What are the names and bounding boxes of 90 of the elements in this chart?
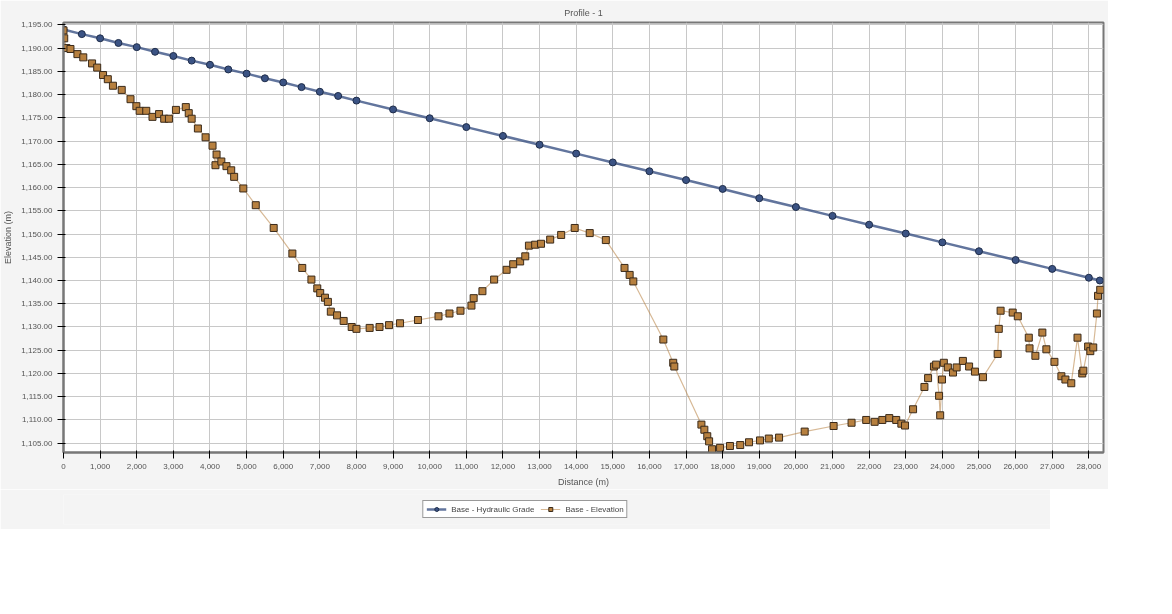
point: [901, 229, 910, 238]
y-tick-label: 1,195.00: [21, 20, 54, 30]
legend-label: Base - Hydraulic Grade: [451, 504, 535, 514]
legend-label: Base - Elevation: [565, 504, 624, 514]
y-tick-label: 1,105.00: [21, 438, 54, 448]
x-tick-label: 22,000: [856, 461, 882, 471]
x-tick-label: 10,000: [417, 461, 443, 471]
chart-title: Profile - 1: [564, 7, 603, 18]
point: [279, 78, 288, 87]
y-tick-label: 1,150.00: [21, 229, 54, 239]
point: [1011, 256, 1020, 265]
x-tick-label: 18,000: [710, 461, 736, 471]
point: [352, 96, 361, 105]
x-tick-label: 16,000: [637, 461, 663, 471]
point: [205, 60, 214, 69]
x-tick-label: 17,000: [673, 461, 699, 471]
x-tick-label: 7,000: [309, 461, 331, 471]
y-tick-label: 1,160.00: [21, 183, 54, 193]
point: [828, 211, 837, 220]
point: [389, 105, 398, 114]
point: [1048, 264, 1057, 273]
y-tick-label: 1,115.00: [21, 392, 54, 402]
x-tick-label: 20,000: [783, 461, 809, 471]
point: [718, 184, 727, 193]
point: [132, 43, 141, 52]
point: [114, 38, 123, 47]
point: [498, 131, 507, 140]
point: [187, 56, 196, 65]
x-tick-label: 9,000: [383, 461, 404, 471]
x-tick-label: 13,000: [527, 461, 553, 471]
y-tick-label: 1,185.00: [21, 66, 54, 76]
point: [1095, 276, 1104, 285]
y-tick-label: 1,135.00: [21, 299, 54, 309]
y-tick-label: 1,170.00: [21, 136, 54, 146]
x-tick-label: 5,000: [236, 461, 258, 471]
y-tick-label: 1,125.00: [21, 345, 54, 355]
point: [77, 30, 86, 39]
point: [682, 176, 691, 185]
point: [572, 149, 581, 158]
y-tick-label: 1,165.00: [21, 159, 54, 169]
point: [645, 167, 654, 176]
x-tick-label: 19,000: [747, 461, 773, 471]
point: [535, 140, 544, 149]
point: [96, 34, 105, 43]
point: [608, 158, 617, 167]
point: [865, 220, 874, 229]
x-tick-label: 6,000: [273, 461, 294, 471]
x-tick-label: 21,000: [820, 461, 846, 471]
x-tick-label: 12,000: [490, 461, 516, 471]
x-tick-label: 14,000: [563, 461, 589, 471]
x-tick-label: 2,000: [126, 461, 148, 471]
y-tick-label: 1,120.00: [21, 368, 54, 378]
y-tick-label: 1,190.00: [21, 43, 54, 53]
point: [151, 47, 160, 56]
point: [1084, 273, 1093, 282]
y-tick-label: 1,140.00: [21, 276, 54, 285]
x-tick-label: 26,000: [1003, 461, 1029, 471]
x-tick-label: 27,000: [1040, 461, 1066, 471]
point: [974, 247, 983, 256]
y-tick-label: 1,175.00: [21, 113, 54, 123]
x-tick-label: 23,000: [893, 461, 919, 471]
point: [755, 194, 764, 203]
point: [315, 87, 324, 96]
point: [425, 114, 434, 123]
point: [938, 238, 947, 247]
x-tick-label: 28,000: [1076, 461, 1102, 471]
point: [791, 203, 800, 212]
x-tick-label: 3,000: [163, 461, 184, 471]
y-tick-label: 1,180.00: [21, 90, 54, 100]
point: [260, 74, 269, 83]
point: [462, 123, 471, 132]
point: [297, 83, 306, 92]
x-axis-title: Distance (m): [558, 476, 610, 487]
point: [224, 65, 233, 74]
x-tick-label: 15,000: [600, 461, 626, 471]
y-tick-label: 1,130.00: [21, 322, 54, 332]
x-tick-label: 4,000: [199, 461, 221, 471]
x-tick-label: 0: [61, 461, 67, 471]
point: [334, 91, 343, 100]
y-axis-title: Elevation (m): [3, 210, 14, 265]
y-tick-label: 1,155.00: [21, 206, 54, 216]
point: [169, 51, 178, 60]
y-tick-label: 1,110.00: [21, 415, 54, 425]
x-tick-label: 1,000: [90, 461, 111, 471]
point: [242, 69, 251, 78]
x-tick-label: 8,000: [346, 461, 368, 471]
x-tick-label: 25,000: [966, 461, 992, 471]
y-tick-label: 1,145.00: [21, 252, 54, 262]
x-tick-label: 24,000: [930, 461, 956, 471]
x-tick-label: 11,000: [454, 461, 479, 471]
